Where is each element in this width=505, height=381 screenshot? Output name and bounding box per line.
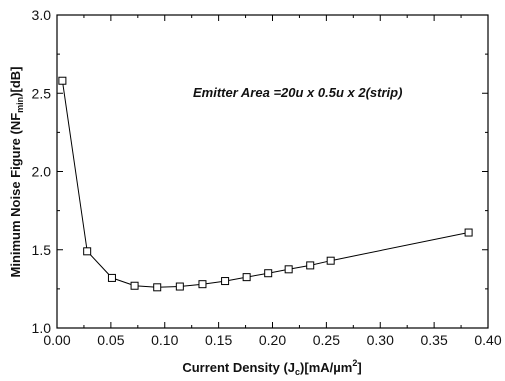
data-point-marker [464, 228, 473, 237]
x-tick-label: 0.15 [205, 332, 232, 348]
x-tick-label: 0.20 [259, 332, 286, 348]
y-tick-label: 1.5 [32, 242, 52, 258]
x-tick-label: 0.05 [97, 332, 124, 348]
series-noise-figure [58, 76, 473, 292]
x-tick-label: 0.35 [421, 332, 448, 348]
data-point-marker [198, 280, 207, 289]
data-point-marker [264, 269, 273, 278]
y-tick-label: 2.0 [32, 164, 52, 180]
data-point-marker [107, 273, 116, 282]
data-point-marker [284, 265, 293, 274]
x-axis-ticks: 0.00 0.05 0.10 0.15 0.20 0.25 0.30 0.35 0.40 [43, 15, 502, 348]
data-point-marker [326, 256, 335, 265]
data-point-marker [58, 76, 67, 85]
data-point-marker [153, 283, 162, 292]
data-point-marker [175, 282, 184, 291]
data-point-marker [242, 273, 251, 282]
x-tick-label: 0.25 [313, 332, 340, 348]
y-tick-label: 1.0 [32, 320, 52, 336]
data-point-marker [130, 281, 139, 290]
x-tick-label: 0.40 [474, 332, 501, 348]
y-axis-title: Minimum Noise Figure (NFmin)[dB] [8, 66, 25, 277]
y-tick-label: 3.0 [32, 7, 52, 23]
annotation-emitter-area: Emitter Area =20u x 0.5u x 2(strip) [193, 85, 402, 100]
data-point-marker [306, 261, 315, 270]
x-axis-title: Current Density (Jc)[mA/µm2] [182, 358, 361, 377]
x-tick-label: 0.30 [367, 332, 394, 348]
y-axis-ticks: 1.0 1.5 2.0 2.5 3.0 [32, 7, 488, 336]
x-tick-label: 0.00 [43, 332, 70, 348]
y-tick-label: 2.5 [32, 85, 52, 101]
data-point-marker [221, 277, 230, 286]
series-line [61, 80, 469, 288]
data-point-marker [83, 247, 92, 256]
x-tick-label: 0.10 [151, 332, 178, 348]
